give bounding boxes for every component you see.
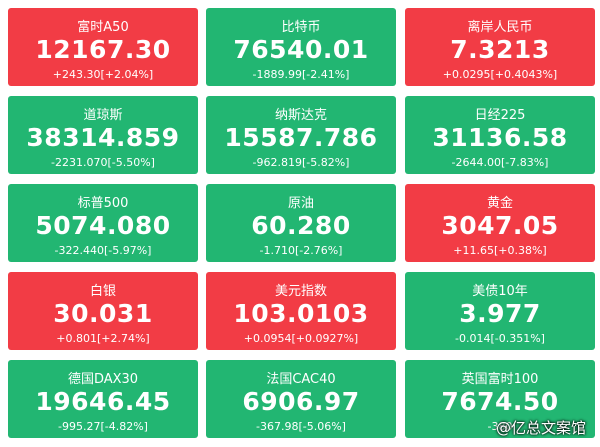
quote-tile: 标普500 5074.080 -322.440[-5.97%] <box>8 184 198 262</box>
quote-tile: 原油 60.280 -1.710[-2.76%] <box>206 184 396 262</box>
quote-price: 3047.05 <box>441 211 559 240</box>
quote-tile: 日经225 31136.58 -2644.00[-7.83%] <box>405 96 595 174</box>
quote-tile: 道琼斯 38314.859 -2231.070[-5.50%] <box>8 96 198 174</box>
quote-tile: 黄金 3047.05 +11.65[+0.38%] <box>405 184 595 262</box>
quote-change: +0.801[+2.74%] <box>56 332 150 345</box>
quote-price: 5074.080 <box>35 211 171 240</box>
quote-price: 12167.30 <box>35 35 171 64</box>
quote-tile: 英国富时100 7674.50 -380 <box>405 360 595 438</box>
quote-tile: 美元指数 103.0103 +0.0954[+0.0927%] <box>206 272 396 350</box>
quote-name: 美元指数 <box>274 284 327 299</box>
quote-tile: 法国CAC40 6906.97 -367.98[-5.06%] <box>206 360 396 438</box>
quote-name: 法国CAC40 <box>266 372 336 387</box>
quote-name: 比特币 <box>281 20 321 35</box>
quote-price: 3.977 <box>459 299 541 328</box>
quote-name: 日经225 <box>474 108 526 123</box>
quote-price: 31136.58 <box>432 123 568 152</box>
quote-change: -995.27[-4.82%] <box>58 420 148 433</box>
quote-tile: 德国DAX30 19646.45 -995.27[-4.82%] <box>8 360 198 438</box>
quote-price: 60.280 <box>251 211 351 240</box>
quote-change: +243.30[+2.04%] <box>52 68 154 81</box>
quote-price: 19646.45 <box>35 387 171 416</box>
quote-price: 7674.50 <box>441 387 559 416</box>
quote-tile: 纳斯达克 15587.786 -962.819[-5.82%] <box>206 96 396 174</box>
quote-name: 纳斯达克 <box>274 108 327 123</box>
quote-change: -1.710[-2.76%] <box>259 244 343 257</box>
quote-name: 德国DAX30 <box>67 372 139 387</box>
quote-price: 15587.786 <box>224 123 378 152</box>
quote-name: 原油 <box>287 196 314 211</box>
quote-name: 英国富时100 <box>461 372 539 387</box>
quote-change: -380 <box>487 420 513 433</box>
quote-tile: 美债10年 3.977 -0.014[-0.351%] <box>405 272 595 350</box>
quote-change: +0.0954[+0.0927%] <box>243 332 359 345</box>
quote-change: +0.0295[+0.4043%] <box>442 68 558 81</box>
quote-name: 白银 <box>89 284 116 299</box>
quote-tile: 富时A50 12167.30 +243.30[+2.04%] <box>8 8 198 86</box>
quote-price: 6906.97 <box>242 387 360 416</box>
quote-name: 道琼斯 <box>83 108 123 123</box>
quote-price: 103.0103 <box>233 299 369 328</box>
quote-price: 7.3213 <box>450 35 550 64</box>
quote-tile: 白银 30.031 +0.801[+2.74%] <box>8 272 198 350</box>
quote-price: 30.031 <box>53 299 153 328</box>
quote-price: 76540.01 <box>233 35 369 64</box>
quote-change: -1889.99[-2.41%] <box>252 68 350 81</box>
quote-tile: 比特币 76540.01 -1889.99[-2.41%] <box>206 8 396 86</box>
quote-change: -0.014[-0.351%] <box>455 332 545 345</box>
quote-name: 黄金 <box>486 196 513 211</box>
quote-name: 美债10年 <box>472 284 528 299</box>
watermark: @亿总文案馆 <box>495 419 586 437</box>
quote-change: +11.65[+0.38%] <box>453 244 547 257</box>
quote-change: -2231.070[-5.50%] <box>51 156 155 169</box>
quote-name: 离岸人民币 <box>467 20 533 35</box>
quote-change: -322.440[-5.97%] <box>54 244 152 257</box>
quote-change: -2644.00[-7.83%] <box>451 156 549 169</box>
quote-name: 富时A50 <box>77 20 129 35</box>
quote-tile: 离岸人民币 7.3213 +0.0295[+0.4043%] <box>405 8 595 86</box>
quote-price: 38314.859 <box>26 123 180 152</box>
quote-change: -962.819[-5.82%] <box>252 156 350 169</box>
quote-change: -367.98[-5.06%] <box>256 420 346 433</box>
quote-name: 标普500 <box>77 196 129 211</box>
